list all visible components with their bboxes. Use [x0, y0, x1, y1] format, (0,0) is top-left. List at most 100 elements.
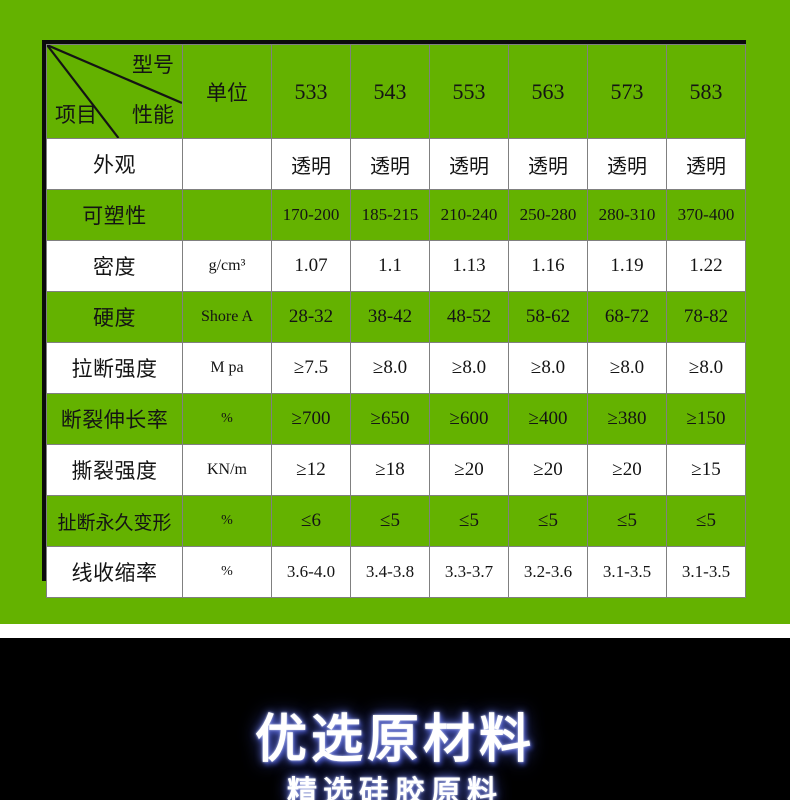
row-property-name: 密度: [46, 240, 183, 292]
cell-value: ≤6: [271, 495, 351, 547]
cell-value: ≥20: [429, 444, 509, 496]
header-model-563: 563: [508, 44, 588, 139]
cell-value: ≥400: [508, 393, 588, 445]
header-model-553: 553: [429, 44, 509, 139]
row-unit-cell: [182, 138, 272, 190]
cell-value: ≥8.0: [508, 342, 588, 394]
spec-table-container: 型号 性能 项目 单位 533 543 553 563 573 583 外观 透明 透明 透明 透明 透明 透明…: [42, 40, 746, 598]
cell-value: 透明: [429, 138, 509, 190]
cell-value: 370-400: [666, 189, 746, 241]
cell-value: 1.1: [350, 240, 430, 292]
corner-label-performance: 性能: [132, 103, 174, 127]
row-unit-cell: KN/m: [182, 444, 272, 496]
cell-value: ≥700: [271, 393, 351, 445]
cell-value: ≥8.0: [587, 342, 667, 394]
cell-value: 透明: [666, 138, 746, 190]
row-unit-cell: %: [182, 546, 272, 598]
cell-value: 1.07: [271, 240, 351, 292]
corner-label-project: 项目: [55, 103, 97, 127]
cell-value: ≥20: [587, 444, 667, 496]
row-unit-cell: [182, 189, 272, 241]
header-model-573: 573: [587, 44, 667, 139]
row-property-name: 线收缩率: [46, 546, 183, 598]
row-property-name: 拉断强度: [46, 342, 183, 394]
cell-value: 透明: [350, 138, 430, 190]
header-model-583: 583: [666, 44, 746, 139]
cell-value: 68-72: [587, 291, 667, 343]
row-property-name: 扯断永久变形: [46, 495, 183, 547]
cell-value: ≤5: [350, 495, 430, 547]
cell-value: 3.3-3.7: [429, 546, 509, 598]
table-row: 扯断永久变形% ≤6 ≤5 ≤5 ≤5 ≤5 ≤5: [46, 495, 746, 547]
section-divider: [0, 624, 790, 638]
cell-value: 280-310: [587, 189, 667, 241]
row-unit-cell: %: [182, 495, 272, 547]
cell-value: 28-32: [271, 291, 351, 343]
spec-table-header-row: 型号性能 项目 单位 533 543 553 563 573 583: [46, 44, 746, 139]
black-banner-panel: 优选原材料 精选硅胶原料: [0, 638, 790, 800]
table-row: 断裂伸长率% ≥700 ≥650 ≥600 ≥400 ≥380 ≥150: [46, 393, 746, 445]
cell-value: ≥8.0: [350, 342, 430, 394]
cell-value: 3.1-3.5: [587, 546, 667, 598]
cell-value: ≥18: [350, 444, 430, 496]
cell-value: ≥7.5: [271, 342, 351, 394]
cell-value: ≥380: [587, 393, 667, 445]
header-model-533: 533: [271, 44, 351, 139]
row-unit-cell: %: [182, 393, 272, 445]
row-property-name: 外观: [46, 138, 183, 190]
cell-value: 58-62: [508, 291, 588, 343]
cell-value: ≥20: [508, 444, 588, 496]
table-row: 硬度 Shore A 28-32 38-42 48-52 58-62 68-72 78-82: [46, 291, 746, 343]
banner-subline: 精选硅胶原料: [287, 775, 503, 800]
table-row: 密度 g/cm³ 1.07 1.1 1.13 1.16 1.19 1.22: [46, 240, 746, 292]
row-property-name: 撕裂强度: [46, 444, 183, 496]
cell-value: 3.6-4.0: [271, 546, 351, 598]
cell-value: ≥600: [429, 393, 509, 445]
cell-value: 3.4-3.8: [350, 546, 430, 598]
cell-value: 3.1-3.5: [666, 546, 746, 598]
row-unit-cell: g/cm³: [182, 240, 272, 292]
cell-value: 38-42: [350, 291, 430, 343]
cell-value: 透明: [508, 138, 588, 190]
table-row: 拉断强度 M pa ≥7.5 ≥8.0 ≥8.0 ≥8.0 ≥8.0 ≥8.0: [46, 342, 746, 394]
green-spec-panel: 型号 性能 项目 单位 533 543 553 563 573 583 外观 透明 透明 透明 透明 透明 透明…: [0, 0, 790, 624]
row-unit-cell: Shore A: [182, 291, 272, 343]
cell-value: 1.19: [587, 240, 667, 292]
row-property-name: 硬度: [46, 291, 183, 343]
cell-value: ≥650: [350, 393, 430, 445]
cell-value: ≤5: [429, 495, 509, 547]
cell-value: ≥15: [666, 444, 746, 496]
corner-label-model: 型号: [132, 53, 174, 77]
header-unit-cell: 单位: [182, 44, 272, 139]
table-row: 可塑性 170-200 185-215 210-240 250-280 280-310 37…: [46, 189, 746, 241]
row-property-name: 可塑性: [46, 189, 183, 241]
cell-value: ≤5: [508, 495, 588, 547]
spec-table: 型号 性能 项目 单位 533 543 553 563 573 583 外观 透明 透明 透明 透明 透明 透明…: [46, 44, 746, 598]
cell-value: 78-82: [666, 291, 746, 343]
table-row: 线收缩率% 3.6-4.0 3.4-3.8 3.3-3.7 3.2-3.6 3.1-3.5…: [46, 546, 746, 598]
header-model-543: 543: [350, 44, 430, 139]
cell-value: ≤5: [666, 495, 746, 547]
cell-value: 185-215: [350, 189, 430, 241]
cell-value: ≥8.0: [666, 342, 746, 394]
banner-headline: 优选原材料: [254, 710, 535, 770]
header-corner-cell: 型号性能 项目: [46, 44, 183, 139]
cell-value: 1.22: [666, 240, 746, 292]
cell-value: ≥8.0: [429, 342, 509, 394]
cell-value: 250-280: [508, 189, 588, 241]
cell-value: 透明: [271, 138, 351, 190]
cell-value: 1.13: [429, 240, 509, 292]
cell-value: 48-52: [429, 291, 509, 343]
table-row: 外观 透明 透明 透明 透明 透明 透明: [46, 138, 746, 190]
row-property-name: 断裂伸长率: [46, 393, 183, 445]
cell-value: ≤5: [587, 495, 667, 547]
table-row: 撕裂强度 KN/m ≥12 ≥18 ≥20 ≥20 ≥20 ≥15: [46, 444, 746, 496]
cell-value: ≥12: [271, 444, 351, 496]
cell-value: 170-200: [271, 189, 351, 241]
corner-diagonal-lines: [47, 45, 182, 138]
row-unit-cell: M pa: [182, 342, 272, 394]
cell-value: 210-240: [429, 189, 509, 241]
cell-value: 3.2-3.6: [508, 546, 588, 598]
cell-value: 1.16: [508, 240, 588, 292]
